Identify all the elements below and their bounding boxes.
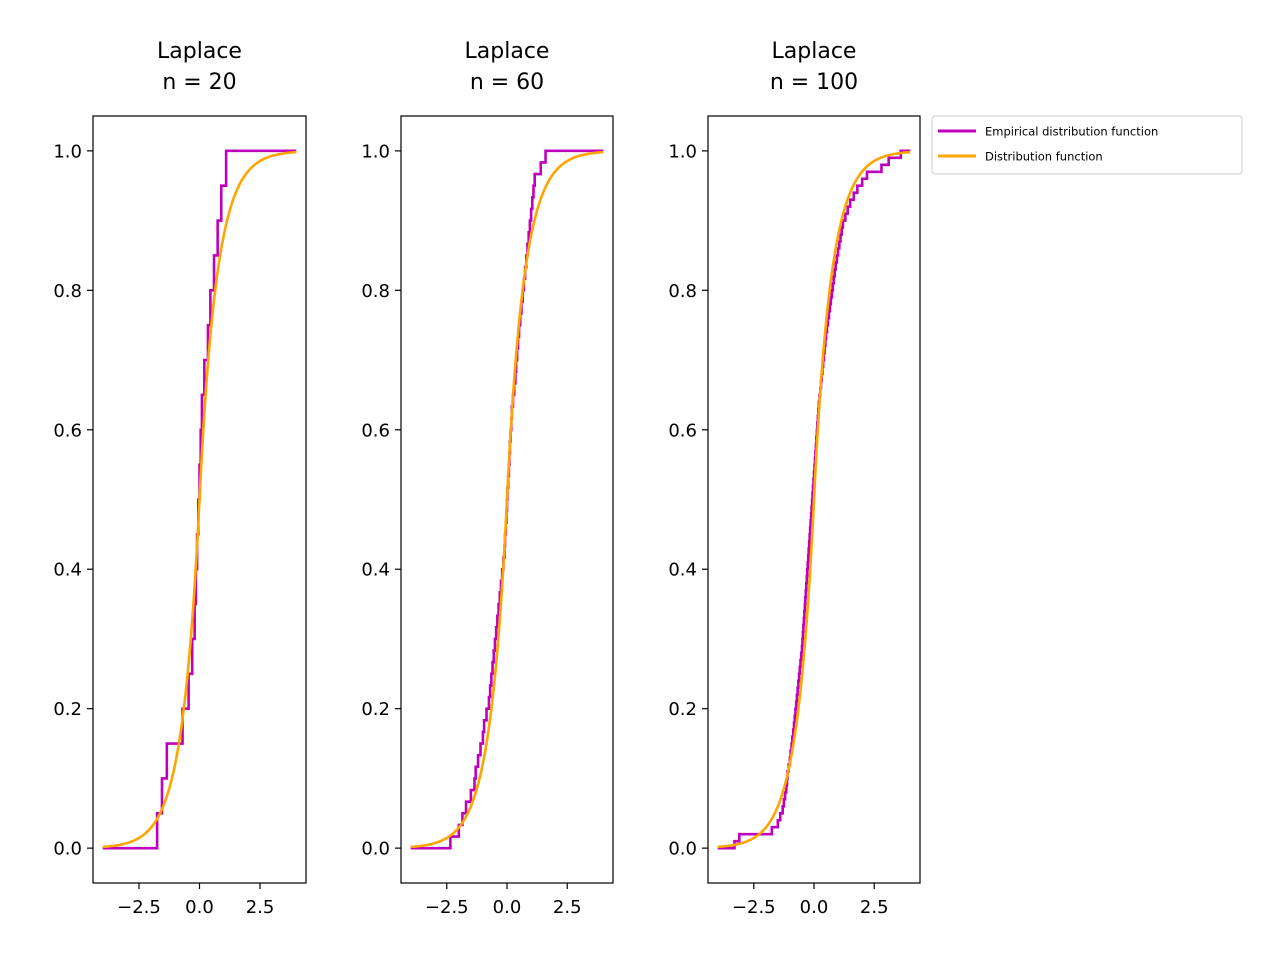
y-tick-label: 1.0 <box>53 141 82 162</box>
y-tick-label: 1.0 <box>361 141 390 162</box>
x-tick-label: 2.5 <box>860 897 889 918</box>
chart-title-line: Laplace <box>772 39 857 64</box>
y-tick-label: 0.4 <box>361 560 390 581</box>
x-tick-label: 0.0 <box>493 897 522 918</box>
y-tick-label: 0.8 <box>361 281 390 302</box>
chart-title-line: Laplace <box>465 39 550 64</box>
series-cdf-line <box>102 150 297 849</box>
chart-title-line: n = 100 <box>770 70 858 95</box>
series-ecdf-line <box>717 149 911 850</box>
y-tick-label: 0.0 <box>53 839 82 860</box>
legend-label-ecdf: Empirical distribution function <box>985 125 1158 139</box>
chart-panel-1: 0.0 0.2 0.4 0.6 0.8 1.0 −2.5 0.0 2.5 Laplace n = 2… <box>53 39 307 918</box>
legend-frame <box>931 115 1243 175</box>
legend: Empirical distribution function Distribu… <box>931 115 1243 175</box>
chart-title-line: n = 20 <box>162 70 236 95</box>
chart-title-line: n = 60 <box>470 70 544 95</box>
y-tick-label: 0.4 <box>668 560 697 581</box>
x-tick-label: 2.5 <box>246 897 275 918</box>
series-cdf-line <box>717 150 911 849</box>
chart-panel-2: 0.0 0.2 0.4 0.6 0.8 1.0 −2.5 0.0 2.5 Laplace n = 6… <box>361 39 614 918</box>
y-tick-label: 1.0 <box>668 141 697 162</box>
chart-title-line: Laplace <box>157 39 242 64</box>
x-tick-label: −2.5 <box>425 897 469 918</box>
y-tick-label: 0.8 <box>668 281 697 302</box>
x-tick-label: 0.0 <box>800 897 829 918</box>
chart-panel-3: 0.0 0.2 0.4 0.6 0.8 1.0 −2.5 0.0 2.5 Laplace n = 1… <box>668 39 921 918</box>
legend-label-cdf: Distribution function <box>985 150 1103 164</box>
x-tick-label: 0.0 <box>185 897 214 918</box>
x-tick-label: −2.5 <box>117 897 161 918</box>
y-tick-label: 0.2 <box>53 699 82 720</box>
y-tick-label: 0.2 <box>668 699 697 720</box>
y-tick-label: 0.6 <box>53 420 82 441</box>
y-tick-label: 0.6 <box>668 420 697 441</box>
series-cdf-line <box>410 150 604 849</box>
y-tick-label: 0.0 <box>361 839 390 860</box>
y-tick-label: 0.8 <box>53 281 82 302</box>
y-tick-label: 0.4 <box>53 560 82 581</box>
x-tick-label: −2.5 <box>732 897 776 918</box>
x-tick-label: 2.5 <box>553 897 582 918</box>
y-tick-label: 0.2 <box>361 699 390 720</box>
y-tick-label: 0.0 <box>668 839 697 860</box>
y-tick-label: 0.6 <box>361 420 390 441</box>
